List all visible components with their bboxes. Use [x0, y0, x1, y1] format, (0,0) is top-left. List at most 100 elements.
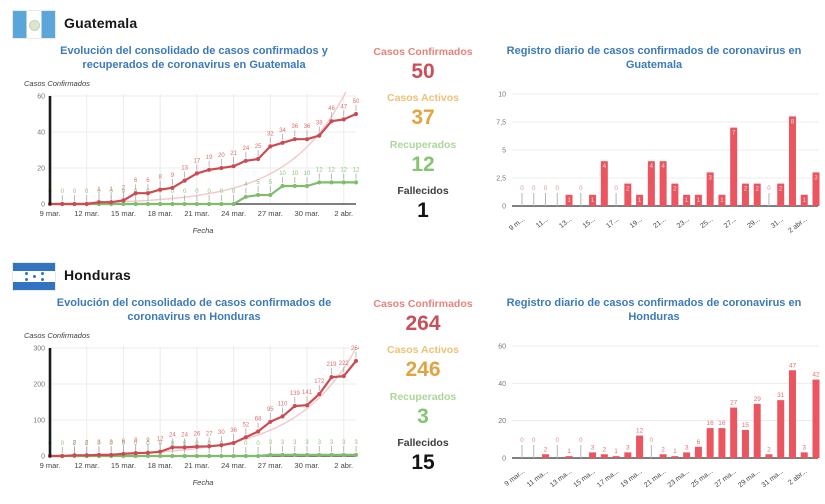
svg-text:0: 0 — [73, 189, 77, 195]
svg-text:0: 0 — [61, 441, 65, 447]
svg-text:52: 52 — [242, 422, 249, 428]
svg-text:30 mar.: 30 mar. — [295, 209, 320, 218]
svg-text:0: 0 — [85, 441, 89, 447]
svg-text:21 mar.: 21 mar. — [184, 461, 209, 470]
svg-text:5: 5 — [256, 180, 260, 186]
svg-text:0: 0 — [195, 189, 199, 195]
guatemala-flag-icon — [12, 10, 56, 39]
svg-text:3: 3 — [97, 440, 101, 446]
svg-text:0: 0 — [767, 185, 771, 192]
svg-text:36: 36 — [291, 124, 298, 130]
svg-text:0: 0 — [61, 189, 65, 195]
svg-text:2: 2 — [673, 186, 677, 193]
stat-label: Casos Activos — [387, 92, 459, 105]
svg-text:6: 6 — [122, 439, 126, 445]
svg-text:0: 0 — [41, 202, 45, 209]
svg-text:3: 3 — [342, 440, 346, 446]
svg-text:7: 7 — [732, 130, 736, 137]
svg-text:2 abr...: 2 abr... — [787, 468, 808, 487]
svg-text:Fecha: Fecha — [193, 478, 214, 487]
svg-text:15 mar.: 15 mar. — [111, 461, 136, 470]
line-chart-guatemala: 0204060000000000000000045510101012121212… — [37, 92, 359, 235]
stat-label: Recuperados — [389, 138, 457, 151]
svg-text:15: 15 — [742, 422, 750, 429]
svg-text:141: 141 — [302, 390, 313, 396]
svg-text:0: 0 — [502, 204, 506, 211]
svg-text:12: 12 — [636, 428, 644, 435]
stat-value: 3 — [417, 404, 429, 428]
svg-text:47: 47 — [340, 104, 347, 110]
svg-text:1: 1 — [110, 187, 114, 193]
svg-text:7,5: 7,5 — [496, 120, 506, 127]
svg-text:0: 0 — [110, 189, 114, 195]
svg-text:23 ma...: 23 ma... — [667, 468, 691, 489]
line-chart-title: Evolución del consolidado de casos confi… — [60, 45, 328, 72]
svg-text:36: 36 — [304, 124, 311, 130]
svg-text:16: 16 — [707, 420, 715, 427]
svg-text:20: 20 — [37, 166, 45, 173]
svg-text:0: 0 — [244, 441, 248, 447]
svg-text:25 ma...: 25 ma... — [690, 468, 714, 489]
svg-text:2: 2 — [85, 440, 89, 446]
svg-text:21 ma...: 21 ma... — [643, 468, 667, 489]
svg-text:2: 2 — [661, 446, 665, 453]
svg-text:11 ma...: 11 ma... — [526, 468, 550, 489]
svg-text:6: 6 — [134, 178, 138, 184]
svg-text:3: 3 — [814, 174, 818, 181]
svg-text:0: 0 — [207, 441, 211, 447]
svg-text:2: 2 — [744, 186, 748, 193]
line-chart-honduras: 0100200300000000000000000000333333332233… — [33, 346, 359, 488]
svg-text:3: 3 — [318, 440, 322, 446]
svg-text:4: 4 — [650, 163, 654, 170]
svg-text:26: 26 — [194, 432, 201, 438]
svg-text:0: 0 — [171, 189, 175, 195]
svg-text:3: 3 — [305, 440, 309, 446]
stat-label: Casos Confirmados — [373, 298, 473, 310]
svg-text:0: 0 — [520, 437, 524, 444]
svg-text:21 mar.: 21 mar. — [184, 209, 209, 218]
stat-value: 246 — [405, 358, 441, 382]
svg-text:10: 10 — [304, 171, 311, 177]
stat-value: 15 — [411, 451, 435, 475]
stat-label: Fallecidos — [397, 436, 449, 449]
bar-chart-title: Registro diario de casos confirmados de … — [506, 45, 802, 72]
svg-text:219: 219 — [327, 362, 338, 368]
svg-text:0: 0 — [502, 456, 506, 463]
svg-text:25: 25 — [255, 144, 262, 150]
svg-text:1: 1 — [803, 197, 807, 204]
honduras-flag-icon — [12, 262, 56, 291]
svg-text:95: 95 — [267, 407, 274, 413]
svg-text:9 mar...: 9 mar... — [504, 468, 527, 488]
svg-text:0: 0 — [41, 454, 45, 461]
svg-text:19...: 19... — [629, 216, 644, 230]
svg-text:18 mar.: 18 mar. — [148, 209, 173, 218]
svg-text:1: 1 — [638, 197, 642, 204]
svg-text:24: 24 — [242, 146, 249, 152]
svg-text:1: 1 — [614, 448, 618, 455]
stat-deaths: Fallecidos 1 — [364, 185, 482, 223]
svg-text:40: 40 — [37, 130, 45, 137]
country-title: Honduras — [64, 267, 131, 283]
svg-text:12: 12 — [157, 437, 164, 443]
guatemala-emblem-icon — [29, 19, 40, 31]
svg-text:0: 0 — [556, 185, 560, 192]
svg-text:50: 50 — [353, 99, 359, 105]
svg-text:24: 24 — [181, 432, 188, 438]
svg-text:23...: 23... — [676, 216, 691, 230]
svg-text:27...: 27... — [723, 216, 738, 230]
svg-text:3: 3 — [281, 440, 285, 446]
svg-text:60: 60 — [37, 94, 45, 101]
stat-label: Recuperados — [389, 390, 457, 403]
svg-text:30: 30 — [218, 430, 225, 436]
svg-text:Fecha: Fecha — [193, 226, 214, 235]
svg-text:25...: 25... — [699, 216, 714, 230]
svg-text:0: 0 — [122, 441, 126, 447]
svg-text:2: 2 — [603, 446, 607, 453]
svg-text:9 mar.: 9 mar. — [40, 461, 61, 470]
svg-text:2,5: 2,5 — [496, 176, 506, 183]
svg-text:24 mar.: 24 mar. — [221, 209, 246, 218]
svg-text:3: 3 — [269, 440, 273, 446]
svg-text:3: 3 — [330, 440, 334, 446]
